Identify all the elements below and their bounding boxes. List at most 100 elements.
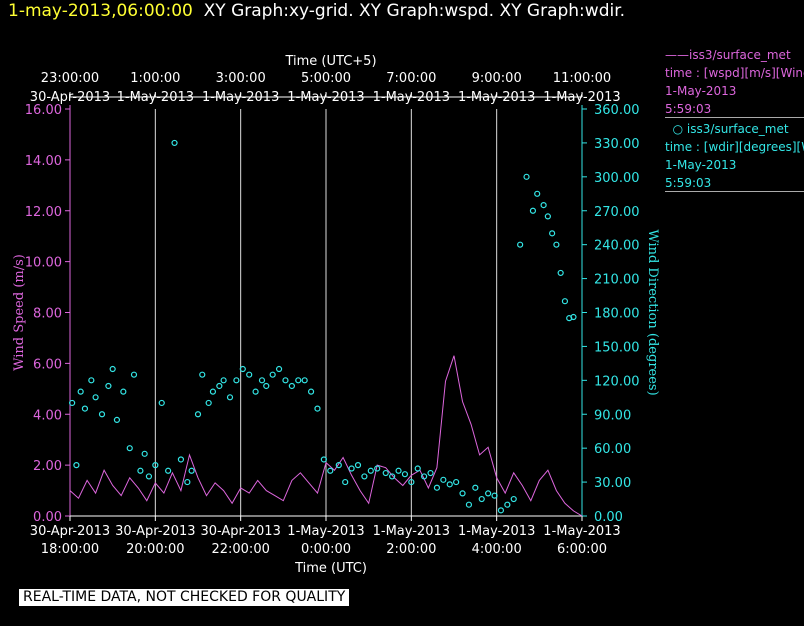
data-point-wdir (109, 365, 116, 373)
data-point-wdir (184, 478, 191, 486)
top-tick-date: 1-May-2013 (543, 90, 620, 105)
data-point-wdir (301, 377, 308, 384)
data-point-wdir (446, 481, 453, 488)
data-point-wdir (320, 456, 327, 463)
legend-separator (665, 117, 804, 118)
data-point-wdir (408, 478, 415, 486)
data-point-wdir (194, 411, 202, 418)
top-tick-date: 1-May-2013 (373, 90, 450, 105)
bottom-axis-label: Time (UTC) (294, 561, 367, 576)
data-point-wdir (275, 365, 283, 373)
data-point-wdir (105, 382, 112, 390)
bottom-tick-date: 30-Apr-2013 (200, 524, 280, 539)
left-axis-label: Wind Speed (m/s) (12, 254, 27, 371)
right-tick-label: 30.00 (594, 476, 631, 491)
data-point-wdir (433, 484, 441, 491)
right-tick-label: 90.00 (594, 408, 631, 423)
right-tick-label: 240.00 (594, 239, 640, 254)
data-point-wdir (570, 313, 577, 321)
data-point-wdir (73, 462, 80, 469)
right-axis-label: Wind Direction (degrees) (645, 229, 660, 395)
data-point-wdir (382, 469, 389, 477)
bottom-tick-time: 2:00:00 (386, 542, 436, 557)
bottom-tick-time: 4:00:00 (472, 542, 522, 557)
data-point-wdir (517, 241, 524, 248)
legend-wdir: ○ iss3/surface_met time : [wdir][degrees… (665, 120, 804, 192)
data-point-wdir (374, 465, 381, 472)
bottom-tick-time: 6:00:00 (557, 542, 607, 557)
right-tick-label: 180.00 (594, 307, 640, 322)
data-point-wdir (465, 501, 473, 508)
data-point-wdir (177, 456, 185, 463)
bottom-tick-time: 20:00:00 (126, 542, 184, 557)
data-point-wdir (491, 492, 498, 499)
data-point-wdir (414, 465, 421, 472)
right-tick-label: 300.00 (594, 171, 640, 186)
data-point-wdir (307, 388, 315, 395)
data-point-wdir (113, 416, 121, 424)
data-point-wdir (395, 467, 402, 474)
data-point-wdir (361, 473, 368, 480)
data-point-wdir (145, 473, 153, 480)
data-point-wdir (205, 399, 212, 407)
title-timestamp: 1-may-2013,06:00:00 (8, 1, 193, 21)
right-tick-label: 360.00 (594, 103, 640, 118)
left-tick-label: 0.00 (33, 510, 62, 525)
top-axis-label: Time (UTC+5) (284, 54, 376, 69)
bottom-tick-time: 18:00:00 (41, 542, 99, 557)
left-tick-label: 16.00 (25, 103, 62, 118)
bottom-tick-date: 1-May-2013 (373, 524, 450, 539)
right-tick-label: 120.00 (594, 374, 640, 389)
data-point-wdir (81, 405, 89, 412)
data-point-wdir (209, 388, 217, 395)
data-point-wdir (342, 478, 349, 486)
bottom-tick-date: 30-Apr-2013 (115, 524, 195, 539)
data-point-wdir (549, 230, 556, 237)
data-point-wdir (246, 371, 253, 378)
left-tick-label: 2.00 (33, 459, 62, 474)
right-tick-label: 0.00 (594, 510, 623, 525)
data-point-wdir (233, 377, 240, 384)
legend-wdir-line2: time : [wdir][degrees][Wind (665, 140, 804, 154)
data-point-wdir (314, 405, 321, 412)
data-point-wdir (459, 490, 466, 497)
right-tick-label: 330.00 (594, 137, 640, 152)
bottom-tick-date: 1-May-2013 (458, 524, 535, 539)
data-point-wdir (137, 467, 144, 474)
data-point-wdir (77, 388, 84, 395)
legend-separator (665, 191, 804, 192)
data-point-wdir (529, 207, 537, 214)
top-tick-date: 1-May-2013 (287, 90, 364, 105)
data-point-wdir (165, 467, 172, 474)
data-point-wdir (252, 388, 259, 395)
data-point-wdir (427, 469, 434, 477)
top-tick-date: 1-May-2013 (117, 90, 194, 105)
data-point-wdir (120, 388, 127, 395)
top-tick-time: 5:00:00 (301, 71, 351, 86)
legend-wdir-line3: 1-May-2013 (665, 158, 737, 172)
data-point-wdir (421, 473, 428, 480)
data-point-wdir (472, 484, 479, 491)
data-point-wdir (282, 377, 289, 384)
left-tick-label: 14.00 (25, 154, 62, 169)
left-tick-label: 10.00 (25, 256, 62, 271)
quality-notice: REAL-TIME DATA, NOT CHECKED FOR QUALITY (19, 589, 350, 606)
data-point-wdir (92, 394, 99, 401)
data-point-wdir (561, 298, 569, 305)
data-point-wdir (69, 399, 76, 407)
data-point-wdir (540, 201, 547, 209)
data-point-wdir (534, 190, 541, 197)
legend-wspd-line1: ——iss3/surface_met (665, 48, 791, 62)
data-point-wdir (130, 371, 138, 378)
data-point-wdir (401, 471, 409, 478)
data-point-wdir (263, 382, 270, 390)
bottom-tick-time: 0:00:00 (301, 542, 351, 557)
data-point-wdir (158, 399, 165, 407)
series-line-wspd (69, 355, 583, 517)
data-point-wdir (226, 394, 234, 401)
legend-wspd-line2: time : [wspd][m/s][Wind (665, 66, 804, 80)
data-point-wdir (188, 467, 195, 474)
title-graphs: XY Graph:xy-grid. XY Graph:wspd. XY Grap… (203, 1, 626, 21)
data-point-wdir (152, 462, 159, 469)
